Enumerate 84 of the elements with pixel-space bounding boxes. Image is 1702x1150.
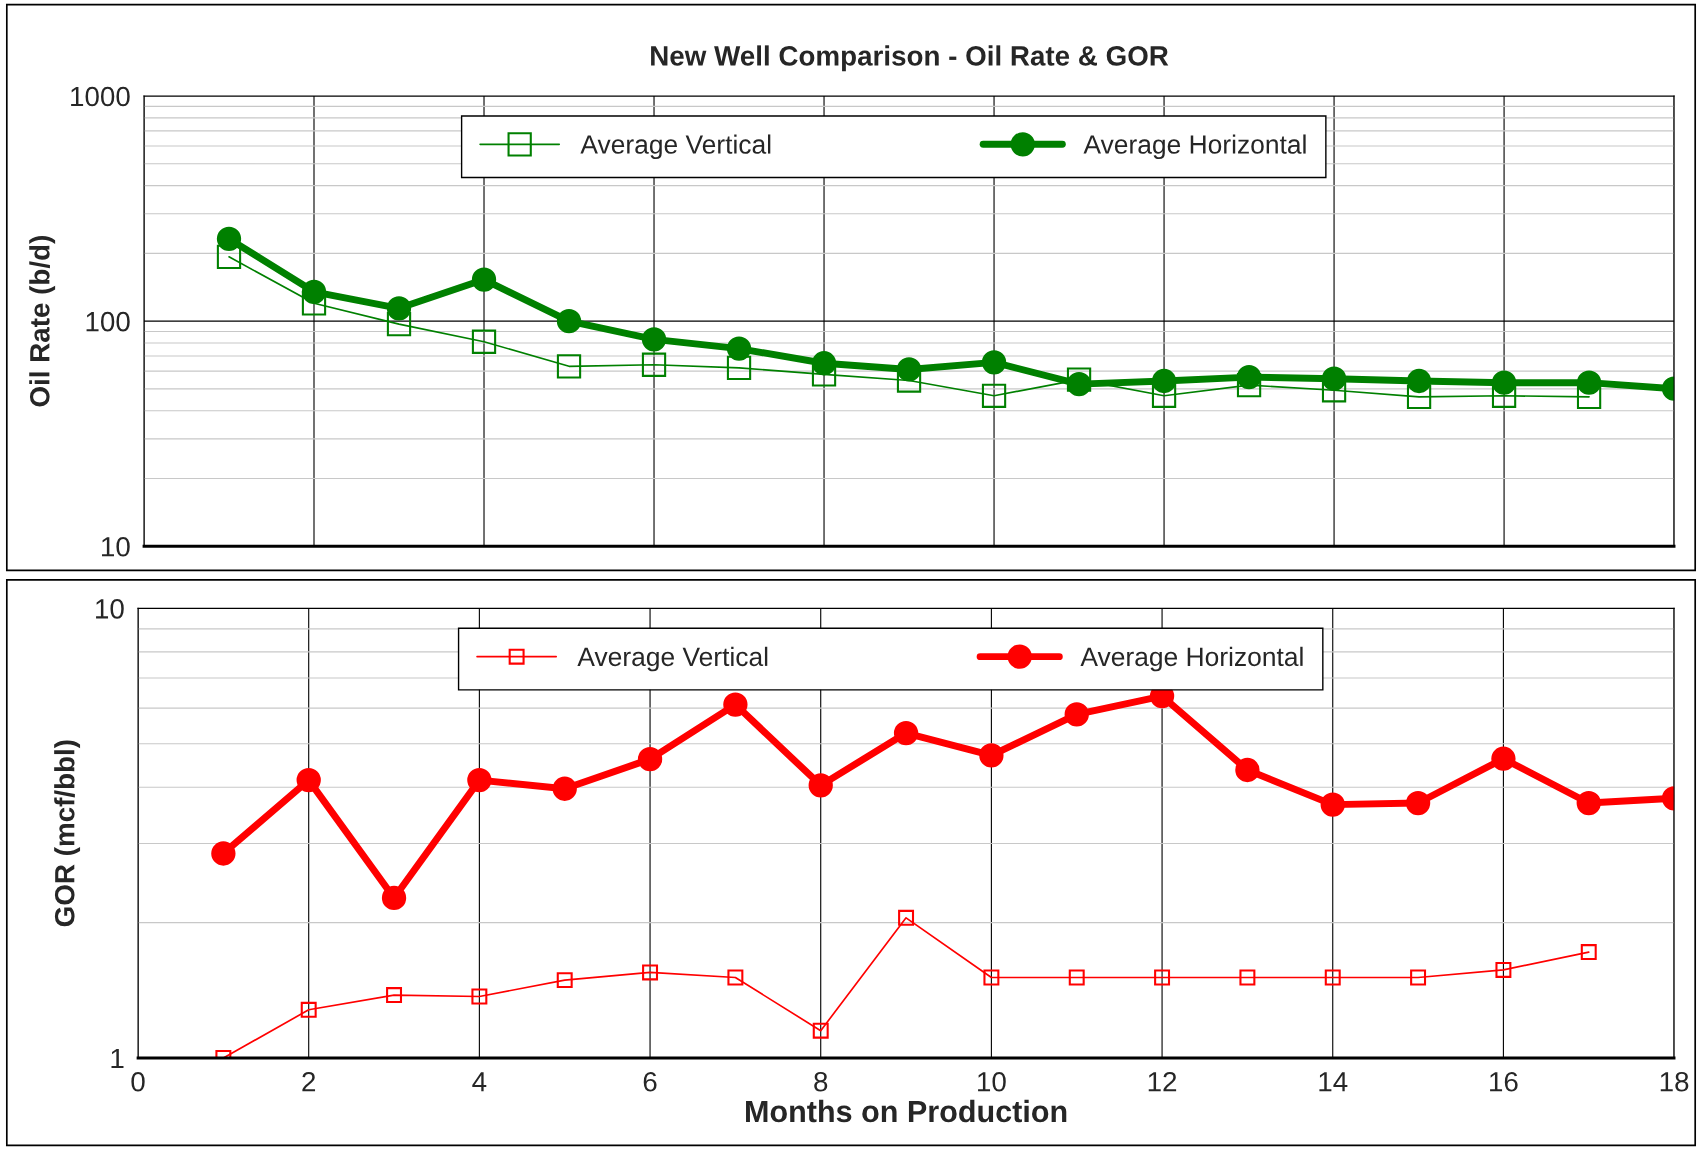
point [216, 244, 242, 270]
point [216, 226, 242, 252]
point [726, 336, 752, 361]
chart-title: New Well Comparison - Oil Rate & GOR [651, 45, 1169, 72]
point [1151, 383, 1177, 408]
x-tick-label: 4 [472, 1072, 487, 1092]
point [386, 987, 403, 1004]
point [1321, 366, 1347, 391]
point [981, 350, 1007, 375]
point [1495, 961, 1512, 978]
y-tick-label: 100 [86, 311, 130, 332]
point [386, 296, 412, 321]
point [983, 969, 1000, 986]
point [1405, 790, 1431, 816]
point [1068, 969, 1085, 986]
point [1491, 746, 1516, 771]
point [1236, 364, 1262, 390]
point [723, 692, 748, 717]
point [296, 767, 321, 793]
y-tick-label: 1000 [71, 86, 130, 107]
y-tick-label: 10 [96, 599, 124, 619]
point [301, 279, 327, 304]
point [812, 1022, 829, 1039]
point [896, 357, 922, 382]
legend-label: Average Horizontal [1080, 646, 1303, 672]
legend-label: Average Vertical [577, 646, 768, 672]
point [471, 988, 488, 1005]
x-tick-label: 12 [1148, 1071, 1177, 1092]
point [467, 767, 492, 793]
point [556, 308, 582, 334]
x-tick-label: 0 [131, 1071, 145, 1092]
point [641, 352, 667, 377]
point [893, 720, 919, 746]
point [211, 841, 236, 866]
x-tick-label: 14 [1319, 1072, 1348, 1092]
point [386, 311, 412, 337]
x-tick-label: 6 [643, 1071, 657, 1092]
point [1235, 757, 1260, 783]
point [1066, 371, 1092, 397]
point [556, 972, 573, 989]
point [641, 327, 667, 352]
x-tick-label: 18 [1660, 1071, 1689, 1092]
point [981, 383, 1007, 408]
point [1239, 969, 1256, 986]
point [471, 329, 497, 354]
point [1406, 384, 1432, 409]
x-tick-label: 16 [1490, 1071, 1518, 1092]
point [1410, 969, 1427, 986]
y-axis-title: Oil Rate (b/d) [29, 236, 56, 407]
point [1064, 702, 1089, 727]
point [726, 355, 752, 381]
point [637, 746, 663, 772]
point [381, 885, 407, 911]
legend-label: Average Vertical [580, 134, 771, 160]
point [1154, 969, 1171, 986]
point [898, 909, 915, 926]
x-tick-label: 8 [814, 1071, 828, 1092]
point [300, 1001, 317, 1018]
point [1324, 969, 1341, 986]
point [642, 964, 659, 981]
point [808, 773, 833, 798]
x-tick-label: 10 [978, 1071, 1006, 1092]
point [471, 267, 497, 292]
point [727, 969, 744, 986]
point [1576, 790, 1601, 816]
point [556, 354, 582, 379]
point [1580, 944, 1597, 961]
point [1066, 367, 1092, 392]
y-tick-label: 10 [102, 536, 130, 557]
x-axis-title: Months on Production [746, 1099, 1067, 1123]
point [1576, 370, 1602, 395]
legend-label: Average Horizontal [1083, 134, 1306, 160]
point [1406, 368, 1432, 394]
point [811, 351, 837, 376]
point [979, 743, 1004, 768]
point [1576, 384, 1602, 409]
point [552, 776, 577, 801]
point [1491, 370, 1517, 395]
x-tick-label: 2 [302, 1071, 316, 1092]
point [1151, 368, 1177, 394]
point [1320, 792, 1345, 817]
point [1491, 383, 1517, 408]
y-tick-label: 1 [111, 1048, 124, 1069]
y-axis-title: GOR (mcf/bbl) [54, 740, 81, 927]
